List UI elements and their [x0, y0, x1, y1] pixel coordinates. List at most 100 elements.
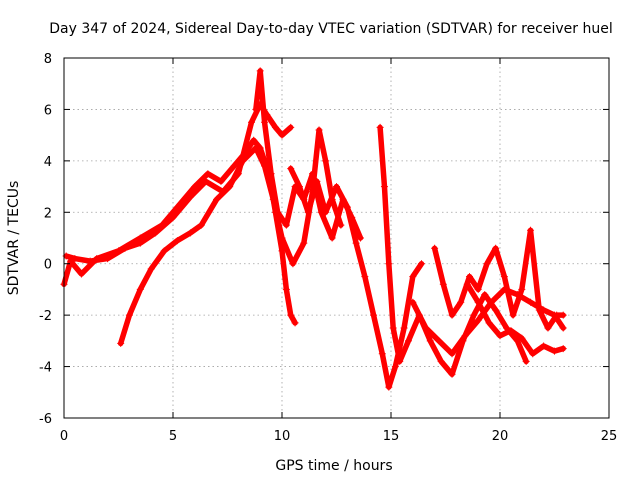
- data-point: [418, 260, 426, 268]
- data-point: [343, 203, 351, 211]
- data-point: [136, 239, 144, 247]
- data-point: [315, 126, 323, 134]
- data-point: [304, 208, 312, 216]
- y-tick-label: 0: [44, 258, 52, 273]
- x-tick-label: 15: [383, 429, 400, 444]
- x-tick-label: 25: [601, 429, 618, 444]
- data-point: [435, 337, 443, 345]
- data-point: [465, 273, 473, 281]
- data-point: [400, 324, 408, 332]
- data-point: [247, 118, 255, 126]
- data-point: [431, 244, 439, 252]
- data-point: [250, 136, 258, 144]
- data-point: [474, 298, 482, 306]
- data-point: [500, 273, 508, 281]
- data-point: [485, 319, 493, 327]
- data-point: [117, 339, 125, 347]
- data-point: [409, 298, 417, 306]
- data-point: [239, 157, 247, 165]
- data-point: [252, 144, 260, 152]
- data-point: [437, 357, 445, 365]
- series-trace: [431, 227, 566, 331]
- data-point: [507, 327, 515, 335]
- data-point: [409, 273, 417, 281]
- data-point: [313, 177, 321, 185]
- data-point: [328, 234, 336, 242]
- data-point: [461, 332, 469, 340]
- data-point: [278, 131, 286, 139]
- data-point: [186, 229, 194, 237]
- data-point: [226, 183, 234, 191]
- data-point: [559, 324, 567, 332]
- data-point: [474, 285, 482, 293]
- data-point: [152, 229, 160, 237]
- data-point: [287, 165, 295, 173]
- data-point: [125, 311, 133, 319]
- data-point: [261, 162, 269, 170]
- x-tick-label: 5: [169, 429, 177, 444]
- data-point: [448, 370, 456, 378]
- data-point: [252, 105, 260, 113]
- x-tick-label: 20: [492, 429, 509, 444]
- data-point: [287, 123, 295, 131]
- data-point: [213, 195, 221, 203]
- data-point: [487, 298, 495, 306]
- data-point: [527, 298, 535, 306]
- chart-title: Day 347 of 2024, Sidereal Day-to-day VTE…: [49, 21, 612, 37]
- y-tick-label: -6: [39, 412, 52, 427]
- data-point: [104, 255, 112, 263]
- plot-frame: [63, 57, 610, 419]
- data-point: [518, 285, 526, 293]
- data-point: [282, 221, 290, 229]
- data-point: [422, 324, 430, 332]
- data-point: [481, 291, 489, 299]
- data-point: [559, 345, 567, 353]
- data-point: [463, 280, 471, 288]
- data-point: [71, 255, 79, 263]
- x-tick-label: 0: [60, 429, 68, 444]
- data-point: [322, 208, 330, 216]
- data-point: [274, 208, 282, 216]
- y-tick-label: -4: [39, 361, 52, 376]
- data-point: [492, 244, 500, 252]
- y-tick-label: -2: [39, 309, 52, 324]
- series-sat-8: [409, 285, 567, 358]
- series-trace: [117, 127, 344, 347]
- data-point: [540, 306, 548, 314]
- data-point: [361, 273, 369, 281]
- data-point: [396, 357, 404, 365]
- data-point: [356, 234, 364, 242]
- data-point: [352, 239, 360, 247]
- data-point: [289, 260, 297, 268]
- data-point: [291, 319, 299, 327]
- data-point: [500, 285, 508, 293]
- data-point: [474, 316, 482, 324]
- data-point: [282, 285, 290, 293]
- data-point: [295, 183, 303, 191]
- data-point: [496, 332, 504, 340]
- data-point: [513, 291, 521, 299]
- data-point: [160, 247, 168, 255]
- data-point: [322, 157, 330, 165]
- x-axis-label: GPS time / hours: [275, 458, 392, 474]
- data-point: [261, 118, 269, 126]
- data-point: [169, 213, 177, 221]
- series-trace: [464, 281, 566, 357]
- series-trace: [61, 137, 298, 326]
- data-point: [267, 170, 275, 178]
- data-point: [204, 170, 212, 178]
- data-point: [202, 177, 210, 185]
- data-point: [470, 311, 478, 319]
- data-point: [380, 183, 388, 191]
- data-point: [483, 260, 491, 268]
- data-point: [197, 221, 205, 229]
- data-point: [173, 237, 181, 245]
- y-tick-label: 8: [44, 52, 52, 67]
- data-point: [529, 350, 537, 358]
- data-point: [404, 337, 412, 345]
- data-point: [370, 311, 378, 319]
- data-point: [439, 280, 447, 288]
- data-point: [522, 357, 530, 365]
- axis-ticks: 0 5 10 15 20 25 -6 -4 -2 0 2 4 6 8: [39, 52, 617, 444]
- data-point: [378, 350, 386, 358]
